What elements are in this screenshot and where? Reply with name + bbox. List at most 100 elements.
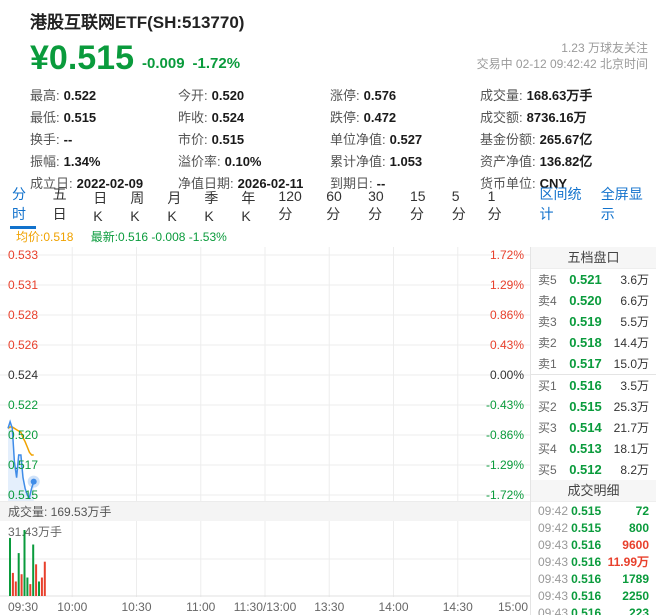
stat-item: 最高: 0.522 (30, 85, 178, 107)
y-axis-price-label: 0.528 (8, 308, 39, 322)
stat-value: -- (376, 176, 386, 191)
level-quantity: 6.6万 (620, 294, 649, 308)
tab-5min[interactable]: 5分 (451, 188, 466, 222)
level-price: 0.514 (569, 420, 602, 435)
trade-price: 0.516 (571, 571, 602, 586)
y-axis-price-label: 0.524 (8, 368, 39, 382)
bid-row[interactable]: 买5 0.512 8.2万 (531, 459, 656, 480)
trade-quantity: 9600 (622, 537, 649, 552)
trade-time: 09:43 (538, 605, 569, 615)
price-change: -0.009 (142, 55, 185, 72)
bid-levels: 买1 0.516 3.5万 买2 0.515 25.3万 买3 0.514 21.7万 买4 0.5… (531, 375, 656, 480)
tab-1min[interactable]: 1分 (487, 188, 502, 222)
tab-weekly-k[interactable]: 周K (130, 190, 145, 224)
action-fullscreen[interactable]: 全屏显示 (600, 186, 643, 222)
ask-row[interactable]: 卖1 0.517 15.0万 (531, 353, 656, 374)
time-axis-label: 11:00 (186, 600, 216, 614)
stat-value: 2022-02-09 (76, 176, 144, 191)
stat-item: 成立日: 2022-02-09 (30, 173, 178, 195)
trade-row: 09:43 0.516 9600 (531, 536, 656, 553)
tab-monthly-k[interactable]: 月K (167, 190, 182, 224)
tab-60min[interactable]: 60分 (326, 188, 342, 222)
stat-value: 0.520 (211, 88, 245, 103)
stat-value: 0.515 (63, 110, 97, 125)
stat-value: 0.515 (211, 132, 245, 147)
tab-5day[interactable]: 五日 (52, 186, 67, 222)
trade-row: 09:43 0.516 223 (531, 604, 656, 615)
tab-yearly-k[interactable]: 年K (241, 190, 256, 224)
trade-time: 09:43 (538, 571, 569, 586)
volume-header-bar: 成交量: 169.53万手 (0, 501, 530, 521)
volume-chart[interactable]: 31.43万手 (0, 521, 530, 597)
tab-minute[interactable]: 分时 (10, 184, 36, 229)
trade-time: 09:43 (538, 554, 569, 569)
stat-item: 今开: 0.520 (178, 85, 330, 107)
ask-levels: 卖5 0.521 3.6万 卖4 0.520 6.6万 卖3 0.519 5.5万 卖2 0.518… (531, 269, 656, 374)
trade-row: 09:43 0.516 2250 (531, 587, 656, 604)
time-axis-label: 10:00 (57, 600, 88, 614)
y-axis-price-label: 0.533 (8, 248, 39, 262)
intraday-price-chart[interactable]: 0.533 0.531 0.528 0.526 0.524 0.522 0.520 0.517… (0, 247, 530, 502)
chart-legend: 均价:0.518 最新:0.516 -0.008 -1.53% (0, 229, 656, 247)
ask-row[interactable]: 卖2 0.518 14.4万 (531, 332, 656, 353)
tab-30min[interactable]: 30分 (368, 188, 384, 222)
level-label: 买4 (538, 442, 557, 456)
y-axis-price-label: 0.515 (8, 488, 39, 502)
stats-grid: 最高: 0.522 最低: 0.515 换手: -- 振幅: 1.34% 成立日: 2022-02… (0, 85, 656, 195)
y-axis-percent-label: 0.43% (489, 338, 524, 352)
level-label: 卖5 (538, 273, 557, 287)
stat-value: 8736.16万 (526, 110, 587, 125)
stat-item: 净值日期: 2026-02-11 (178, 173, 330, 195)
level-price: 0.517 (569, 356, 602, 371)
bid-row[interactable]: 买1 0.516 3.5万 (531, 375, 656, 396)
chart-column: 0.533 0.531 0.528 0.526 0.524 0.522 0.520 0.517… (0, 247, 530, 615)
stat-item: 单位净值: 0.527 (330, 129, 480, 151)
ask-row[interactable]: 卖4 0.520 6.6万 (531, 290, 656, 311)
y-axis-price-label: 0.522 (8, 398, 39, 412)
action-range-stats[interactable]: 区间统计 (539, 186, 582, 222)
trade-list: 09:42 0.515 72 09:42 0.515 800 09:43 0.516 9600 0… (531, 502, 656, 615)
y-axis-price-label: 0.517 (8, 458, 39, 472)
stat-label: 换手: (30, 132, 60, 147)
stat-item: 基金份额: 265.67亿 (480, 129, 656, 151)
trade-price: 0.516 (571, 554, 602, 569)
level-price: 0.515 (569, 399, 602, 414)
stat-item: 最低: 0.515 (30, 107, 178, 129)
stat-label: 今开: (178, 88, 208, 103)
ask-row[interactable]: 卖3 0.519 5.5万 (531, 311, 656, 332)
stat-value: -- (63, 132, 73, 147)
time-axis: 09:30 10:00 10:30 11:00 11:30/13:00 13:30 14:0… (0, 597, 530, 615)
bid-row[interactable]: 买2 0.515 25.3万 (531, 396, 656, 417)
stat-item: 昨收: 0.524 (178, 107, 330, 129)
stat-label: 最高: (30, 88, 60, 103)
trade-row: 09:43 0.516 1789 (531, 570, 656, 587)
y-axis-percent-label: -1.72% (485, 488, 524, 502)
ask-row[interactable]: 卖5 0.521 3.6万 (531, 269, 656, 290)
tab-quarterly-k[interactable]: 季K (204, 190, 219, 224)
price-row: ¥0.515 -0.009 -1.72% (30, 37, 648, 77)
trade-price: 0.516 (571, 605, 602, 615)
trade-quantity: 2250 (622, 588, 649, 603)
tab-daily-k[interactable]: 日K (93, 190, 108, 224)
bid-row[interactable]: 买4 0.513 18.1万 (531, 438, 656, 459)
trade-time: 09:42 (538, 520, 569, 535)
bid-row[interactable]: 买3 0.514 21.7万 (531, 417, 656, 438)
y-axis-percent-label: -0.43% (485, 398, 524, 412)
trade-time: 09:43 (538, 537, 569, 552)
stat-value: 0.576 (363, 88, 397, 103)
level-quantity: 3.5万 (620, 379, 649, 393)
stat-item: 市价: 0.515 (178, 129, 330, 151)
trade-row: 09:43 0.516 11.99万 (531, 553, 656, 570)
trade-details-title: 成交明细 (531, 480, 656, 502)
stat-label: 到期日: (330, 176, 373, 191)
tab-120min[interactable]: 120分 (278, 188, 302, 222)
current-price: ¥0.515 (30, 39, 134, 77)
price-change-pct: -1.72% (192, 55, 241, 72)
y-axis-percent-label: -0.86% (485, 428, 524, 442)
followers-count: 1.23 万球友关注 (561, 41, 648, 55)
trade-quantity: 1789 (622, 571, 649, 586)
level-price: 0.518 (569, 335, 602, 350)
tab-15min[interactable]: 15分 (409, 188, 426, 222)
y-axis-percent-label: 1.72% (489, 248, 524, 262)
y-axis-percent-label: 0.00% (489, 368, 524, 382)
